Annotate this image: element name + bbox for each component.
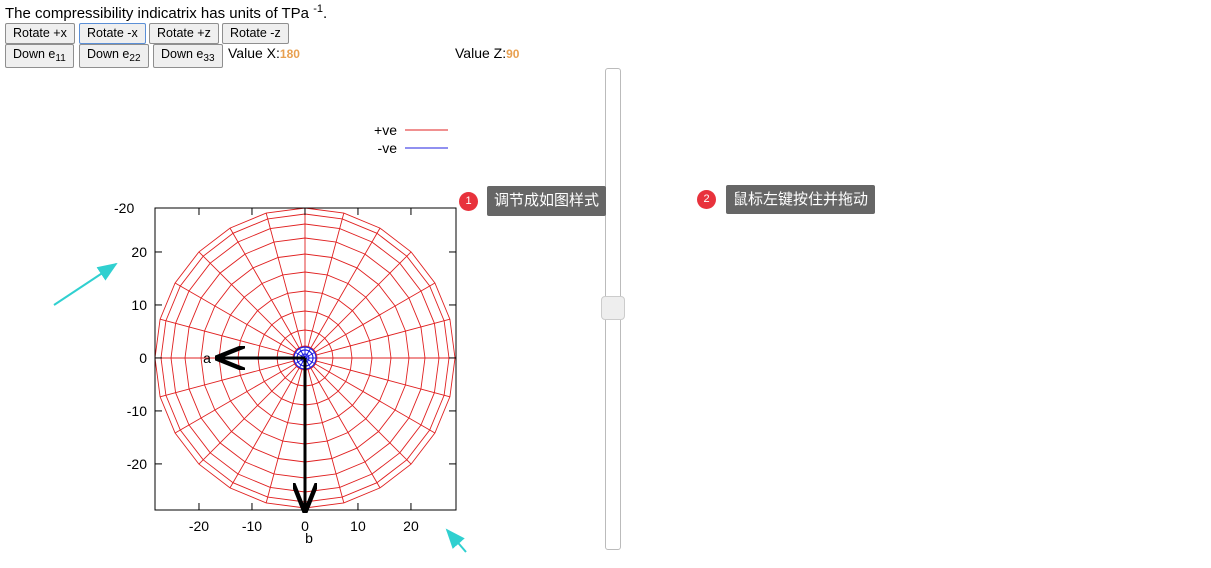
button[interactable]: Down e33 <box>153 44 223 68</box>
neg-mesh <box>304 348 311 359</box>
tip-number: 2 <box>697 190 716 209</box>
button[interactable]: Down e22 <box>79 44 149 68</box>
axis-label: a <box>203 350 211 366</box>
plot: a b -20 -20 -10 0 10 20 20 10 0 -10 -20 +ve -ve <box>53 122 467 553</box>
mesh-spoke <box>313 251 412 350</box>
mesh-spoke <box>316 318 451 356</box>
neg-mesh <box>304 352 315 359</box>
mesh-spoke <box>229 227 300 348</box>
mesh-spoke <box>315 282 436 353</box>
tooltip: 鼠标左键按住并拖动 <box>726 185 876 214</box>
mesh-spoke <box>265 212 303 347</box>
x-tick-label: -10 <box>242 518 262 534</box>
axis-label: b <box>305 530 313 546</box>
mesh-spoke <box>316 360 451 398</box>
legend-label: +ve <box>374 122 397 138</box>
value-label: Value X: <box>228 45 280 61</box>
x-tick-label: 10 <box>350 518 366 534</box>
mesh-spoke <box>198 251 297 350</box>
x-tick-label: 20 <box>403 518 419 534</box>
button-sub: 22 <box>129 53 141 64</box>
value-x: Value X:180 <box>228 45 300 61</box>
button[interactable]: Rotate +z <box>149 23 219 44</box>
mesh-spoke <box>307 212 345 347</box>
mesh-spoke <box>159 318 294 356</box>
x-tick-label: 0 <box>301 518 309 534</box>
button-text: Down e <box>161 47 204 61</box>
header-sup: -1 <box>313 3 323 15</box>
button-text: Down e <box>87 47 130 61</box>
header-end: . <box>322 5 328 22</box>
value-z: Value Z:90 <box>455 45 519 61</box>
plot-frame <box>154 207 457 511</box>
button-sub: 11 <box>55 53 66 64</box>
tip-number: 1 <box>459 192 478 211</box>
button[interactable]: Rotate -z <box>222 23 289 44</box>
header: The compressibility indicatrix has units… <box>5 3 327 22</box>
mesh-spoke <box>159 360 294 398</box>
button[interactable]: Down e11 <box>5 44 74 68</box>
tooltip: 调节成如图样式 <box>487 186 607 216</box>
button-sub: 33 <box>203 53 215 64</box>
y-tick-label: -20 <box>127 456 147 472</box>
hint-arrow <box>53 262 118 306</box>
mesh-spoke <box>198 366 297 465</box>
y-tick-label: -10 <box>127 403 147 419</box>
mesh-spoke <box>310 368 381 489</box>
button-text: Down e <box>13 47 56 61</box>
mesh-spoke <box>174 363 295 434</box>
value-label: Value Z: <box>455 45 507 61</box>
corner-label: -20 <box>114 200 134 216</box>
neg-mesh <box>299 348 306 359</box>
mesh-spoke <box>265 369 303 504</box>
value-number: 90 <box>506 47 520 61</box>
slider-thumb[interactable] <box>601 296 625 320</box>
mesh-spoke <box>174 282 295 353</box>
neg-mesh <box>304 357 315 364</box>
button[interactable]: Rotate -x <box>79 23 146 44</box>
hint-arrow <box>445 528 467 553</box>
legend-label: -ve <box>378 140 398 156</box>
mesh-spoke <box>310 227 381 348</box>
y-tick-label: 0 <box>139 350 147 366</box>
y-tick-label: 10 <box>131 297 147 313</box>
mesh-spoke <box>313 366 412 465</box>
mesh-spoke <box>307 369 345 504</box>
y-tick-label: 20 <box>131 244 147 260</box>
x-tick-label: -20 <box>189 518 209 534</box>
button[interactable]: Rotate +x <box>5 23 75 44</box>
mesh-spoke <box>315 363 436 434</box>
value-number: 180 <box>279 47 300 61</box>
mesh-spoke <box>229 368 300 489</box>
header-text: The compressibility indicatrix has units… <box>5 5 310 22</box>
